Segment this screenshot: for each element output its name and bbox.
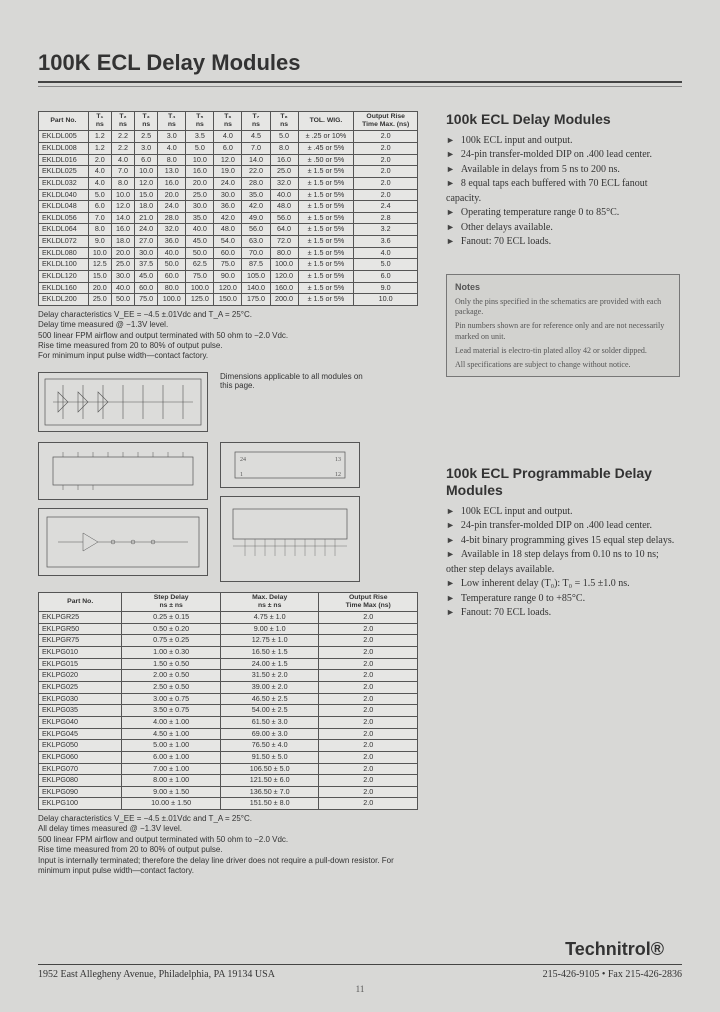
section1-features: 100k ECL input and output.24-pin transfe… bbox=[446, 134, 680, 250]
page-footer: Technitrol® 1952 East Allegheny Avenue, … bbox=[38, 939, 682, 994]
feature-item: Fanout: 70 ECL loads. bbox=[446, 235, 680, 250]
pinout-diagram bbox=[38, 442, 208, 500]
programmable-modules-table: Part No.Step Delayns ± nsMax. Delayns ± … bbox=[38, 592, 418, 810]
feature-item: Other delays available. bbox=[446, 221, 680, 236]
svg-text:13: 13 bbox=[335, 457, 341, 463]
dimension-diagram bbox=[220, 496, 360, 582]
feature-item: Low inherent delay (T₀): T₀ = 1.5 ±1.0 n… bbox=[446, 577, 680, 592]
delay-modules-table: Part No.T₁nsT₂nsT₃nsT₄nsT₅nsT₆nsT₇nsT₈ns… bbox=[38, 111, 418, 306]
section2-heading: 100k ECL Programmable Delay Modules bbox=[446, 465, 680, 499]
page-title: 100K ECL Delay Modules bbox=[38, 50, 682, 76]
diagram-row-1: Dimensions applicable to all modules on … bbox=[38, 372, 418, 432]
feature-item: Available in 18 step delays from 0.10 ns… bbox=[446, 548, 680, 577]
circuit-diagram bbox=[38, 508, 208, 576]
feature-item: 24-pin transfer-molded DIP on .400 lead … bbox=[446, 148, 680, 163]
right-column: 100k ECL Delay Modules 100k ECL input an… bbox=[446, 111, 680, 876]
feature-item: 4-bit binary programming gives 15 equal … bbox=[446, 534, 680, 549]
page-number: 11 bbox=[38, 984, 682, 994]
svg-text:1: 1 bbox=[240, 472, 243, 478]
feature-item: 100k ECL input and output. bbox=[446, 134, 680, 149]
feature-item: Available in delays from 5 ns to 200 ns. bbox=[446, 163, 680, 178]
footer-phone: 215-426-9105 • Fax 215-426-2836 bbox=[543, 969, 682, 980]
diagram-row-2: 24 13 1 12 bbox=[38, 442, 418, 582]
feature-item: Fanout: 70 ECL loads. bbox=[446, 606, 680, 621]
rule-thick bbox=[38, 81, 682, 83]
rule-thin bbox=[38, 86, 682, 87]
section1-heading: 100k ECL Delay Modules bbox=[446, 111, 680, 128]
brand-logo: Technitrol® bbox=[38, 939, 664, 960]
feature-item: Operating temperature range 0 to 85°C. bbox=[446, 206, 680, 221]
feature-item: 8 equal taps each buffered with 70 ECL f… bbox=[446, 177, 680, 206]
feature-item: 24-pin transfer-molded DIP on .400 lead … bbox=[446, 519, 680, 534]
notes-heading: Notes bbox=[455, 282, 480, 292]
section2-features: 100k ECL input and output.24-pin transfe… bbox=[446, 505, 680, 621]
svg-text:24: 24 bbox=[240, 457, 246, 463]
notes-box: Notes Only the pins specified in the sch… bbox=[446, 274, 680, 378]
feature-item: 100k ECL input and output. bbox=[446, 505, 680, 520]
diagram-caption: Dimensions applicable to all modules on … bbox=[220, 372, 370, 432]
schematic-diagram bbox=[38, 372, 208, 432]
dip-outline-top: 24 13 1 12 bbox=[220, 442, 360, 488]
table1-notes: Delay characteristics V_EE = −4.5 ±.01Vd… bbox=[38, 310, 418, 362]
svg-text:12: 12 bbox=[335, 472, 341, 478]
footer-address: 1952 East Allegheny Avenue, Philadelphia… bbox=[38, 969, 275, 980]
left-column: Part No.T₁nsT₂nsT₃nsT₄nsT₅nsT₆nsT₇nsT₈ns… bbox=[38, 111, 418, 876]
feature-item: Temperature range 0 to +85°C. bbox=[446, 592, 680, 607]
table2-notes: Delay characteristics V_EE = −4.5 ±.01Vd… bbox=[38, 814, 418, 876]
